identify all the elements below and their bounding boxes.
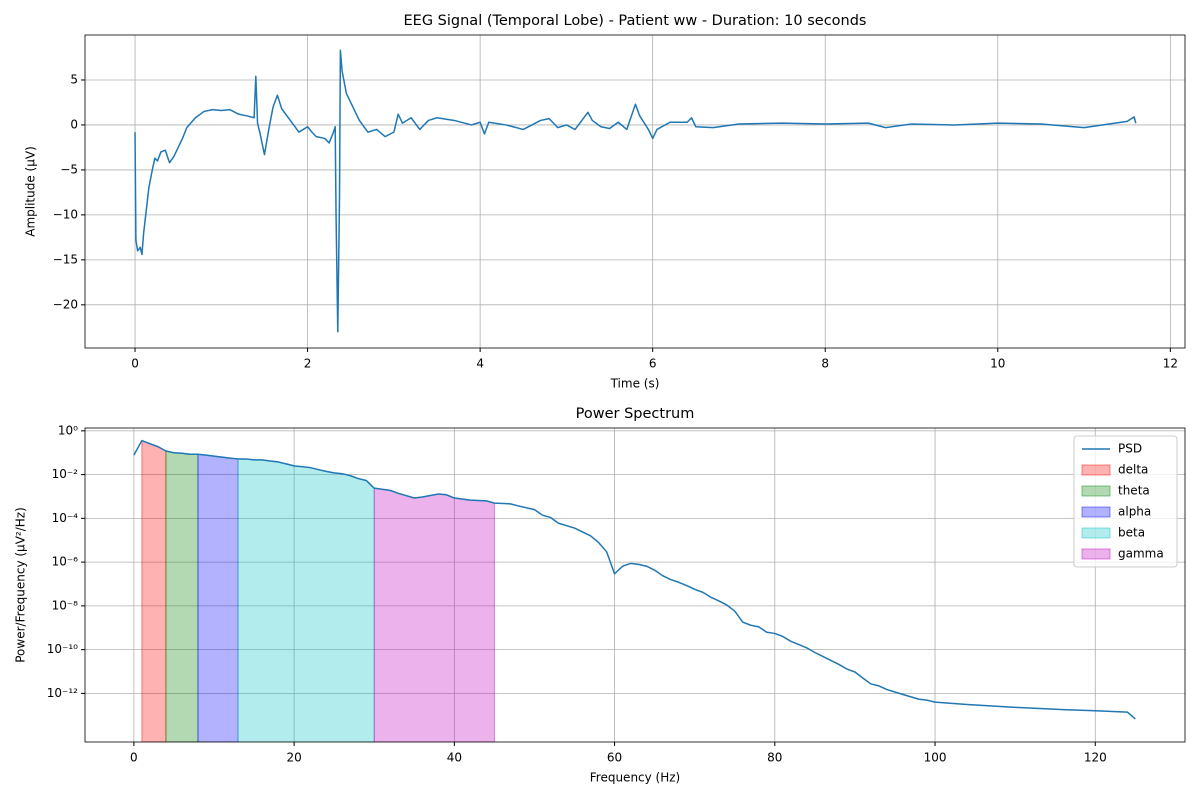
- x-tick-label: 12: [1163, 357, 1178, 371]
- y-tick-label: −20: [53, 297, 78, 311]
- series-line: [133, 439, 1136, 720]
- band-fill: [373, 487, 495, 742]
- legend-label: theta: [1118, 484, 1150, 498]
- legend-swatch: [1081, 548, 1111, 560]
- x-tick-label: 120: [1084, 751, 1107, 765]
- y-axis-label: Power/Frequency (µV²/Hz): [14, 507, 28, 663]
- x-axis-label: Time (s): [610, 377, 660, 391]
- y-tick-label: 10⁻⁸: [52, 598, 79, 612]
- x-axis-label: Frequency (Hz): [590, 771, 681, 785]
- y-tick-label: 10⁻¹²: [47, 686, 78, 700]
- x-tick-label: 2: [304, 357, 312, 371]
- legend-box: [1073, 435, 1178, 568]
- x-tick-label: 100: [924, 751, 947, 765]
- legend-swatch: [1081, 506, 1111, 518]
- y-tick-label: 10⁻⁴: [52, 511, 79, 525]
- legend-label: gamma: [1118, 547, 1164, 561]
- legend-label: alpha: [1118, 505, 1151, 519]
- legend-label: beta: [1118, 526, 1145, 540]
- y-tick-label: 10⁻¹⁰: [47, 642, 78, 656]
- legend-label: PSD: [1118, 442, 1142, 456]
- x-tick-label: 10: [990, 357, 1005, 371]
- chart-title: EEG Signal (Temporal Lobe) - Patient ww …: [404, 13, 867, 29]
- legend-swatch: [1081, 464, 1111, 476]
- y-tick-label: 10⁰: [58, 423, 78, 437]
- y-tick-label: 10⁻²: [52, 467, 79, 481]
- band-fill: [197, 453, 239, 742]
- band-fill: [237, 458, 375, 742]
- y-tick-label: 0: [70, 117, 78, 131]
- axes-frame: [84, 34, 1186, 349]
- x-tick-label: 60: [607, 751, 622, 765]
- x-tick-label: 40: [447, 751, 462, 765]
- band-fill: [141, 439, 167, 742]
- axes-frame: [84, 427, 1186, 743]
- legend-swatch: [1081, 527, 1111, 539]
- x-tick-label: 4: [476, 357, 484, 371]
- x-tick-label: 80: [767, 751, 782, 765]
- x-tick-label: 0: [130, 751, 138, 765]
- x-tick-label: 8: [821, 357, 829, 371]
- y-tick-label: −15: [53, 252, 78, 266]
- y-tick-label: −5: [60, 162, 78, 176]
- y-tick-label: 10⁻⁶: [52, 555, 79, 569]
- legend-label: delta: [1118, 463, 1148, 477]
- band-fill: [165, 450, 199, 742]
- legend-swatch: [1081, 485, 1111, 497]
- y-axis-label: Amplitude (µV): [24, 146, 38, 237]
- x-tick-label: 20: [286, 751, 301, 765]
- series-line: [134, 49, 1137, 333]
- x-tick-label: 6: [649, 357, 657, 371]
- y-tick-label: 5: [70, 72, 78, 86]
- chart-title: Power Spectrum: [576, 406, 695, 422]
- y-tick-label: −10: [53, 207, 78, 221]
- x-tick-label: 0: [131, 357, 139, 371]
